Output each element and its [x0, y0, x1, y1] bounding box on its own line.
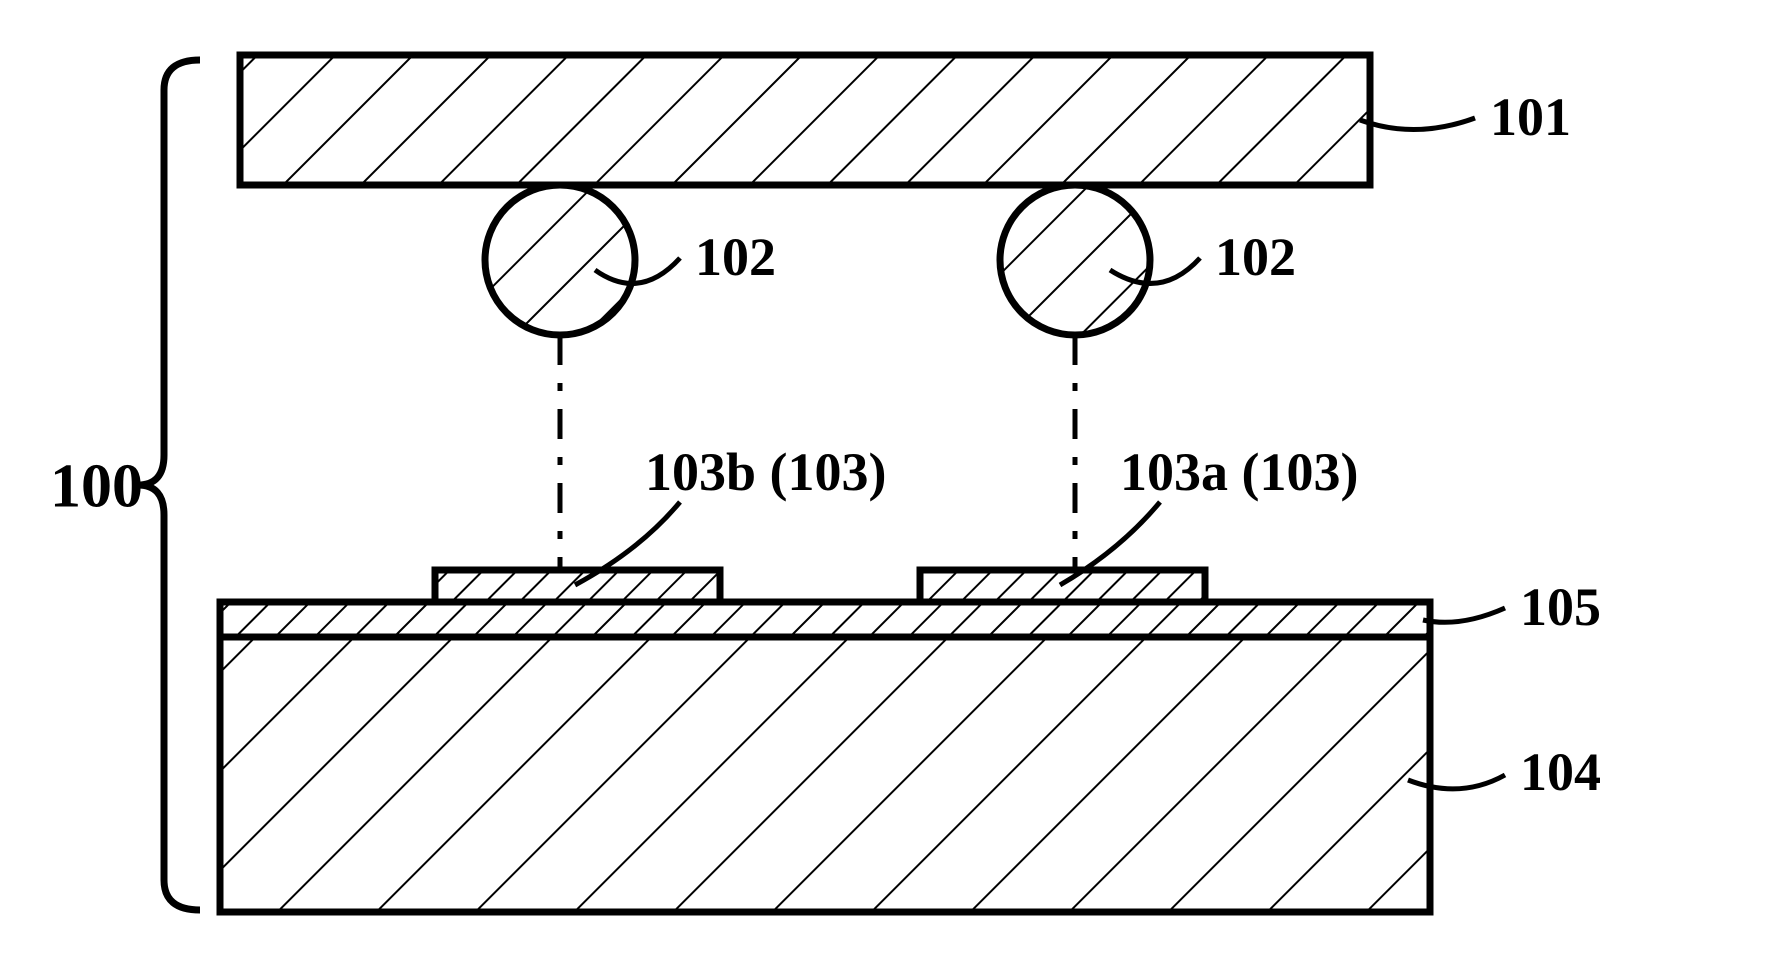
ball-102-right: [1000, 185, 1150, 335]
substrate-104: [220, 637, 1430, 912]
label-101: 101: [1490, 87, 1571, 147]
leader-101: [1360, 118, 1475, 130]
label-102l: 102: [695, 227, 776, 287]
assembly-brace: [138, 60, 200, 910]
assembly-label: 100: [50, 453, 143, 521]
label-103b: 103b (103): [645, 442, 887, 502]
label-102r: 102: [1215, 227, 1296, 287]
label-103a: 103a (103): [1120, 442, 1358, 502]
leader-105: [1423, 608, 1505, 622]
label-105: 105: [1520, 577, 1601, 637]
label-104: 104: [1520, 742, 1601, 802]
top-slab-101: [240, 55, 1370, 185]
thin-layer-105: [220, 602, 1430, 637]
patent-figure: 101 102 102 103b (103) 103a (103) 105 104 100: [0, 0, 1787, 955]
ball-102-left: [485, 185, 635, 335]
